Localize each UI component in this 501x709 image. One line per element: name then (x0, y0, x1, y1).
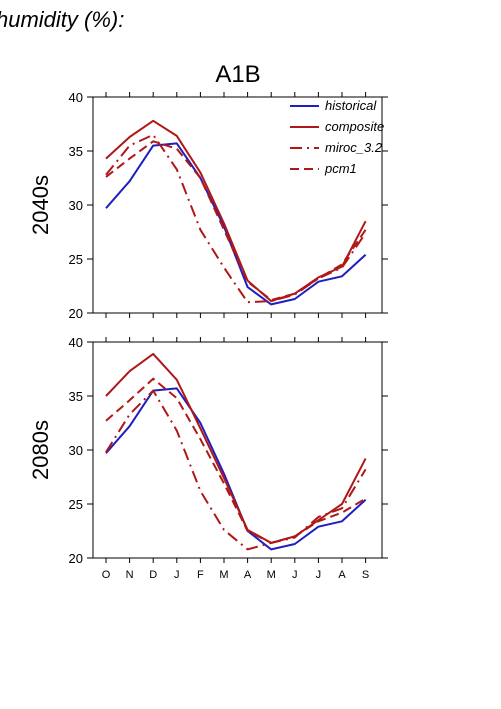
y-tick-label: 20 (69, 551, 83, 566)
x-tick-label: M (267, 569, 276, 581)
series-line-composite (105, 352, 367, 544)
x-tick-label: J (316, 569, 322, 581)
legend-label: composite (325, 119, 384, 134)
x-tick-label: N (126, 569, 134, 581)
series-line-pcm1 (105, 377, 367, 544)
x-tick-label: A (244, 569, 252, 581)
y-tick-label: 25 (69, 252, 83, 267)
chart-panels: 20 25 30 35 40 2040s 20 25 30 35 40 O N D J F M A M J J A S 208… (28, 90, 388, 581)
y-tick-label: 30 (69, 443, 83, 458)
x-tick-label: M (219, 569, 228, 581)
scenario-title: A1B (215, 61, 260, 88)
panel-label: 2080s (28, 420, 53, 480)
y-tick-label: 35 (69, 144, 83, 159)
chart-legend: historical composite miroc_3.2 pcm1 (290, 98, 384, 176)
legend-label: historical (325, 98, 377, 113)
panel-2080s: 20 25 30 35 40 O N D J F M A M J J A S 2080s (28, 335, 388, 581)
series-line-historical (105, 387, 367, 551)
panel-label: 2040s (28, 175, 53, 235)
series-line-pcm1 (105, 140, 367, 301)
x-tick-label: S (362, 569, 369, 581)
series-line-miroc-3-2 (105, 133, 367, 304)
y-tick-label: 20 (69, 306, 83, 321)
x-tick-label: J (174, 569, 180, 581)
series-line-historical (105, 142, 367, 306)
plot-frame (92, 341, 383, 559)
y-tick-label: 40 (69, 90, 83, 105)
y-tick-label: 35 (69, 389, 83, 404)
page-title: humidity (%): (0, 7, 124, 32)
y-tick-label: 25 (69, 497, 83, 512)
x-tick-label: J (292, 569, 298, 581)
x-tick-label: D (149, 569, 157, 581)
panel-2040s: 20 25 30 35 40 2040s (28, 90, 388, 321)
x-tick-label: O (102, 569, 111, 581)
legend-label: miroc_3.2 (325, 140, 383, 155)
y-tick-label: 30 (69, 198, 83, 213)
series-line-miroc-3-2 (105, 389, 367, 551)
legend-label: pcm1 (324, 161, 357, 176)
x-tick-label: F (197, 569, 204, 581)
y-tick-label: 40 (69, 335, 83, 350)
x-tick-label: A (338, 569, 346, 581)
